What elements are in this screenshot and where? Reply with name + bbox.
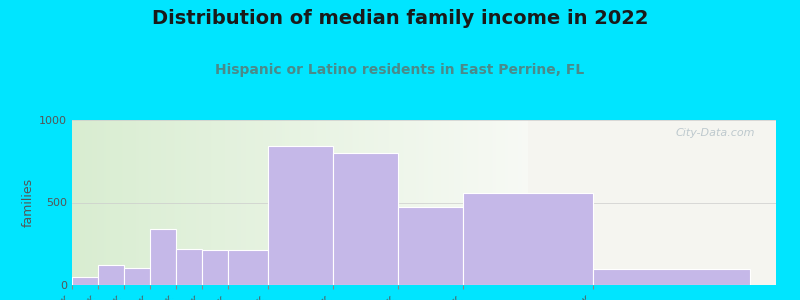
Bar (202, 250, 229, 285)
Bar (176, 249, 202, 285)
Bar (72, 277, 98, 285)
Text: Distribution of median family income in 2022: Distribution of median family income in … (152, 9, 648, 28)
Bar (229, 250, 267, 285)
Bar (150, 229, 176, 285)
Bar (124, 268, 150, 285)
Text: City-Data.com: City-Data.com (675, 128, 755, 138)
Text: Hispanic or Latino residents in East Perrine, FL: Hispanic or Latino residents in East Per… (215, 63, 585, 77)
Bar (463, 193, 594, 285)
Bar (528, 120, 776, 285)
Y-axis label: families: families (22, 178, 35, 227)
Bar (594, 268, 750, 285)
Bar (333, 153, 398, 285)
Bar (98, 265, 124, 285)
Bar (267, 146, 333, 285)
Bar (398, 208, 463, 285)
